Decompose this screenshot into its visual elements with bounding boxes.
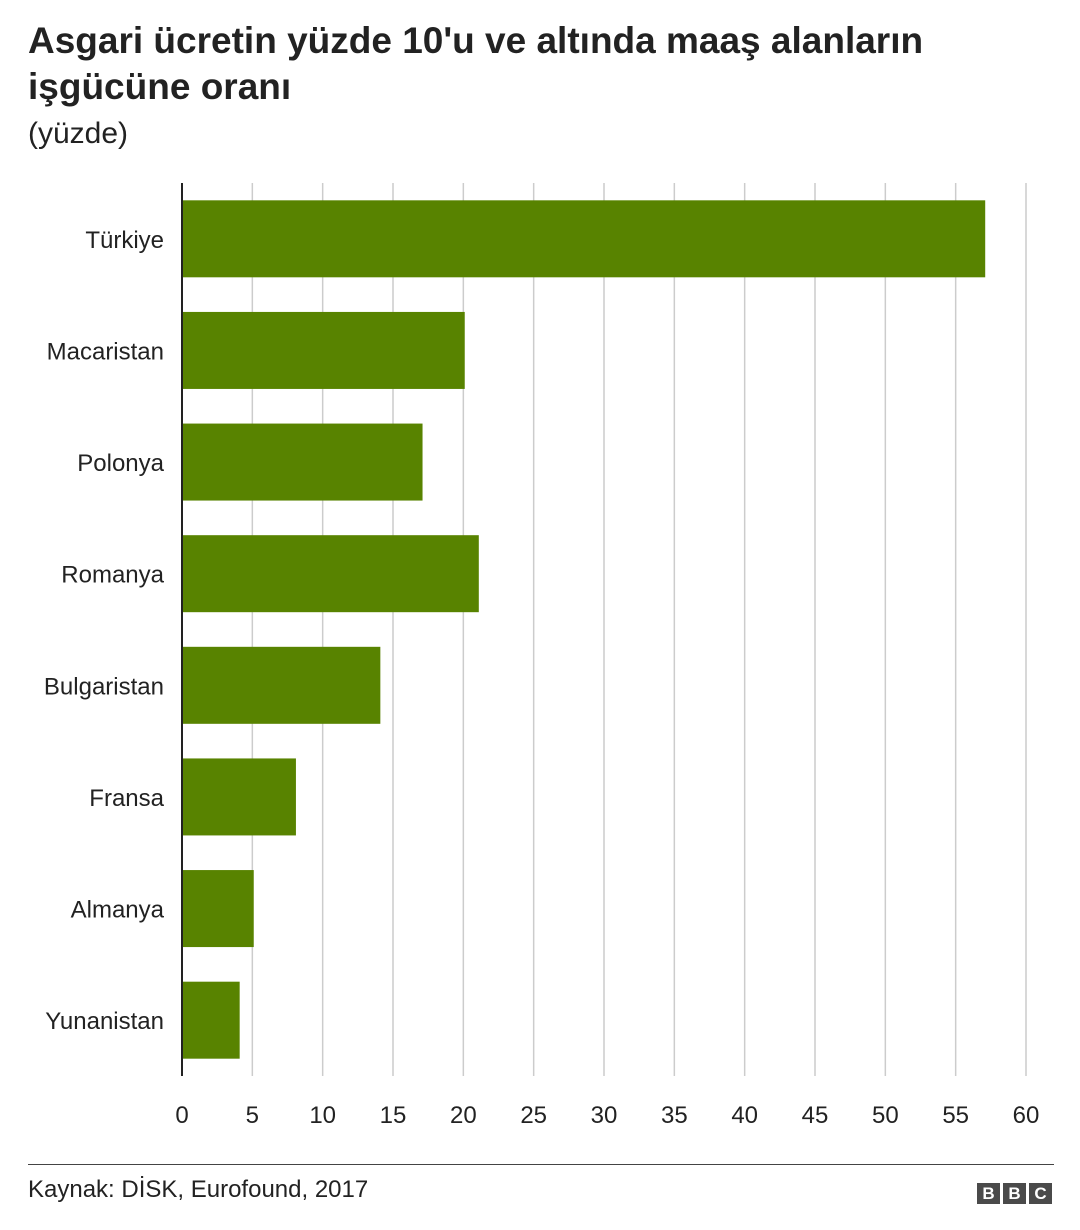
x-tick-label: 5 — [246, 1102, 259, 1129]
x-tick-label: 45 — [802, 1102, 829, 1129]
category-label: Fransa — [89, 785, 164, 812]
category-label: Polonya — [77, 450, 164, 477]
source-note: Kaynak: DİSK, Eurofound, 2017 — [28, 1176, 369, 1203]
x-tick-label: 10 — [309, 1102, 336, 1129]
bar — [182, 758, 296, 836]
x-tick-label: 60 — [1013, 1102, 1040, 1129]
x-tick-label: 15 — [380, 1102, 407, 1129]
x-tick-label: 0 — [175, 1102, 188, 1129]
category-label: Bulgaristan — [44, 673, 164, 700]
bar — [182, 423, 423, 501]
category-label: Almanya — [71, 897, 165, 924]
bar — [182, 646, 381, 724]
bar — [182, 200, 986, 278]
x-tick-label: 40 — [731, 1102, 758, 1129]
x-tick-labels: 0 5 10 15 20 25 30 35 40 45 50 55 60 — [175, 1102, 1039, 1129]
bar-chart: Türkiye Macaristan Polonya Romanya Bulgarist… — [44, 183, 1039, 1129]
bar — [182, 981, 240, 1059]
logo-letter: C — [1029, 1183, 1052, 1204]
bar — [182, 870, 254, 948]
bbc-logo: B B C — [977, 1183, 1052, 1204]
category-label: Romanya — [61, 562, 164, 589]
bars — [182, 200, 986, 1059]
logo-letter: B — [977, 1183, 1000, 1204]
x-tick-label: 20 — [450, 1102, 477, 1129]
x-tick-label: 55 — [942, 1102, 969, 1129]
chart-title: Asgari ücretin yüzde 10'u ve altında maa… — [28, 20, 924, 107]
category-label: Türkiye — [85, 227, 164, 254]
x-tick-label: 30 — [591, 1102, 618, 1129]
bar — [182, 535, 479, 613]
category-label: Macaristan — [47, 338, 164, 365]
category-labels: Türkiye Macaristan Polonya Romanya Bulgarist… — [44, 227, 165, 1035]
logo-letter: B — [1003, 1183, 1026, 1204]
x-tick-label: 25 — [520, 1102, 547, 1129]
chart-subtitle: (yüzde) — [28, 117, 129, 150]
category-label: Yunanistan — [45, 1008, 164, 1035]
footer-divider — [28, 1164, 1054, 1165]
x-tick-label: 35 — [661, 1102, 688, 1129]
x-tick-label: 50 — [872, 1102, 899, 1129]
bar — [182, 311, 465, 389]
